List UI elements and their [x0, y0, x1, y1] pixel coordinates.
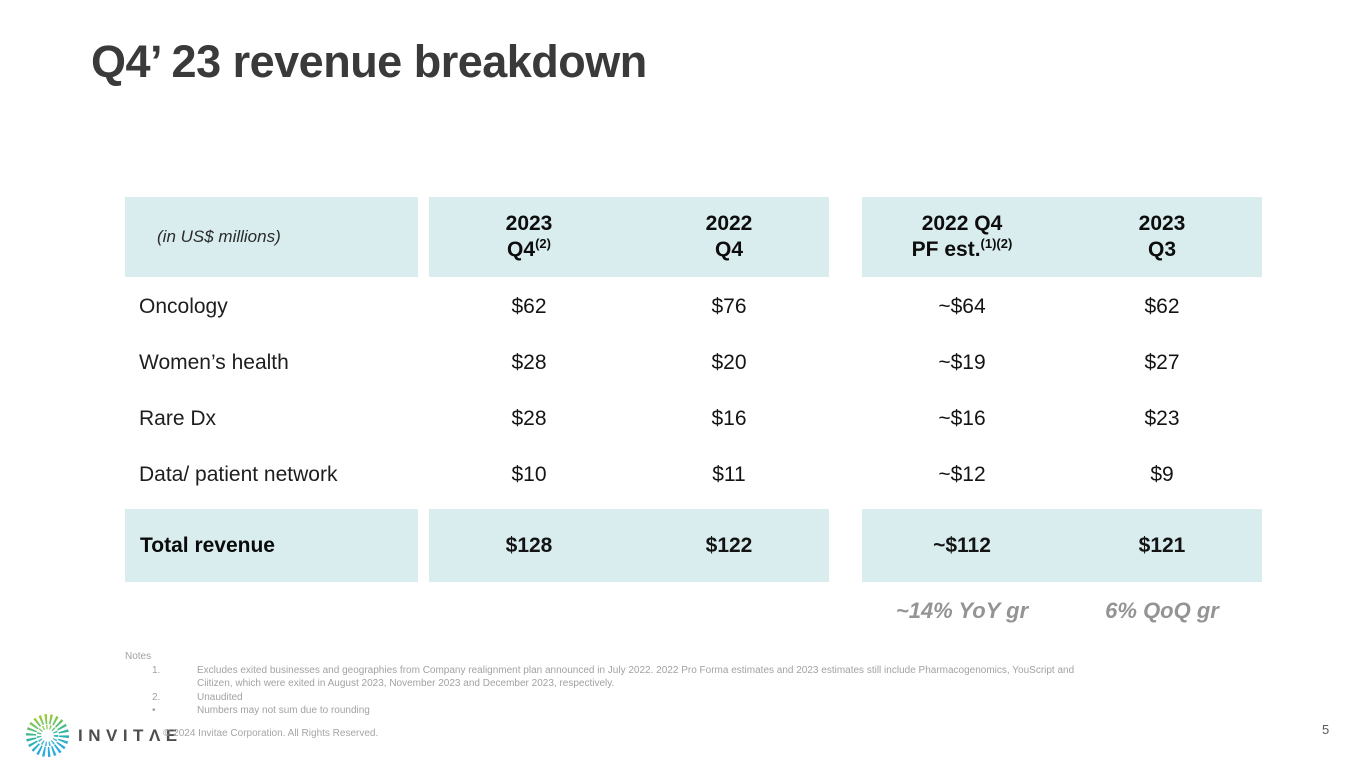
- col-header-line2: Q4: [714, 238, 743, 261]
- cell-value: $28: [511, 407, 547, 430]
- note-marker: •: [152, 705, 156, 716]
- yoy-growth-annotation: ~14% YoY gr: [895, 598, 1029, 623]
- total-values-comparison: ~$112 $121: [862, 509, 1262, 582]
- copyright-text: © 2024 Invitae Corporation. All Rights R…: [163, 728, 379, 739]
- cell-value: $62: [511, 295, 547, 318]
- cell-value: $20: [711, 351, 747, 374]
- note-text: Unaudited: [197, 691, 243, 703]
- revenue-table: (in US$ millions) 2023 Q4(2) 2022 Q4 202…: [125, 197, 1262, 624]
- row-values-current: $28 $16: [429, 407, 829, 431]
- col-header-2023-q4: 2023 Q4(2): [429, 197, 629, 277]
- total-values-current: $128 $122: [429, 509, 829, 582]
- note-item: 1. Excludes exited businesses and geogra…: [125, 664, 1135, 691]
- row-label: Oncology: [139, 295, 228, 318]
- total-value: $121: [1138, 533, 1186, 557]
- table-row-womens-health: Women’s health $28 $20 ~$19 $27: [125, 335, 1262, 391]
- row-values-current: $62 $76: [429, 295, 829, 319]
- col-header-line1: 2023: [505, 212, 553, 235]
- note-item: 2. Unaudited: [125, 691, 1135, 705]
- cell-value: ~$16: [938, 407, 986, 430]
- column-gap: [418, 197, 429, 277]
- cell-value: $23: [1144, 407, 1180, 430]
- cell-value: ~$19: [938, 351, 986, 374]
- note-text: Excludes exited businesses and geographi…: [197, 664, 1075, 690]
- table-row-oncology: Oncology $62 $76 ~$64 $62: [125, 279, 1262, 335]
- notes-section: Notes 1. Excludes exited businesses and …: [125, 650, 1135, 718]
- cell-value: ~$64: [938, 295, 986, 318]
- col-header-line1: 2022 Q4: [921, 212, 1003, 235]
- note-marker: 2.: [152, 691, 161, 703]
- total-value: ~$112: [933, 533, 991, 557]
- cell-value: $62: [1144, 295, 1180, 318]
- table-header-row: (in US$ millions) 2023 Q4(2) 2022 Q4 202…: [125, 197, 1262, 277]
- table-row-data-patient-network: Data/ patient network $10 $11 ~$12 $9: [125, 447, 1262, 503]
- total-value: $122: [705, 533, 753, 557]
- row-values-comparison: ~$19 $27: [862, 351, 1262, 375]
- row-values-current: $10 $11: [429, 463, 829, 487]
- page-number: 5: [1322, 722, 1330, 737]
- growth-annotations: ~14% YoY gr 6% QoQ gr: [862, 598, 1262, 624]
- row-values-comparison: ~$12 $9: [862, 463, 1262, 487]
- cell-value: ~$12: [938, 463, 986, 486]
- col-header-2022-q4: 2022 Q4: [629, 197, 829, 277]
- note-item: • Numbers may not sum due to rounding: [125, 704, 1135, 718]
- unit-label: (in US$ millions): [157, 227, 281, 246]
- row-label: Rare Dx: [139, 407, 217, 430]
- col-header-line2: Q4(2): [507, 236, 551, 261]
- footnote-ref: (1)(2): [980, 236, 1013, 251]
- total-revenue-row: Total revenue $128 $122 ~$112 $121: [125, 509, 1262, 582]
- col-header-2023-q3: 2023 Q3: [1062, 197, 1262, 277]
- section-gap: [829, 509, 862, 582]
- invitae-logo-icon: [24, 712, 71, 759]
- table-body: Oncology $62 $76 ~$64 $62 Women’s health…: [125, 279, 1262, 503]
- invitae-wordmark: INVITΛE: [78, 726, 183, 745]
- column-gap: [418, 509, 429, 582]
- cell-value: $16: [711, 407, 747, 430]
- note-marker: 1.: [152, 664, 161, 676]
- row-label: Data/ patient network: [139, 463, 338, 486]
- header-group-current: 2023 Q4(2) 2022 Q4: [429, 197, 829, 277]
- qoq-growth-annotation: 6% QoQ gr: [1105, 598, 1219, 623]
- col-header-line2: PF est.(1)(2): [911, 236, 1013, 261]
- section-gap: [829, 197, 862, 277]
- cell-value: $27: [1144, 351, 1180, 374]
- total-label: Total revenue: [125, 509, 418, 582]
- row-label: Women’s health: [139, 351, 289, 374]
- col-header-2022-q4-pf: 2022 Q4 PF est.(1)(2): [862, 197, 1062, 277]
- notes-heading: Notes: [125, 651, 152, 662]
- footnote-ref: (2): [535, 236, 551, 251]
- cell-value: $76: [711, 295, 747, 318]
- total-value: $128: [505, 533, 553, 557]
- row-values-comparison: ~$64 $62: [862, 295, 1262, 319]
- cell-value: $28: [511, 351, 547, 374]
- col-header-line1: 2022: [705, 212, 753, 235]
- row-values-comparison: ~$16 $23: [862, 407, 1262, 431]
- page-title: Q4’ 23 revenue breakdown: [91, 36, 647, 87]
- cell-value: $9: [1150, 463, 1174, 486]
- unit-label-cell: (in US$ millions): [125, 197, 418, 277]
- header-group-comparison: 2022 Q4 PF est.(1)(2) 2023 Q3: [862, 197, 1262, 277]
- cell-value: $11: [712, 463, 746, 486]
- table-row-rare-dx: Rare Dx $28 $16 ~$16 $23: [125, 391, 1262, 447]
- row-values-current: $28 $20: [429, 351, 829, 375]
- cell-value: $10: [511, 463, 547, 486]
- note-text: Numbers may not sum due to rounding: [197, 705, 370, 716]
- col-header-line2: Q3: [1147, 238, 1176, 261]
- col-header-line1: 2023: [1138, 212, 1186, 235]
